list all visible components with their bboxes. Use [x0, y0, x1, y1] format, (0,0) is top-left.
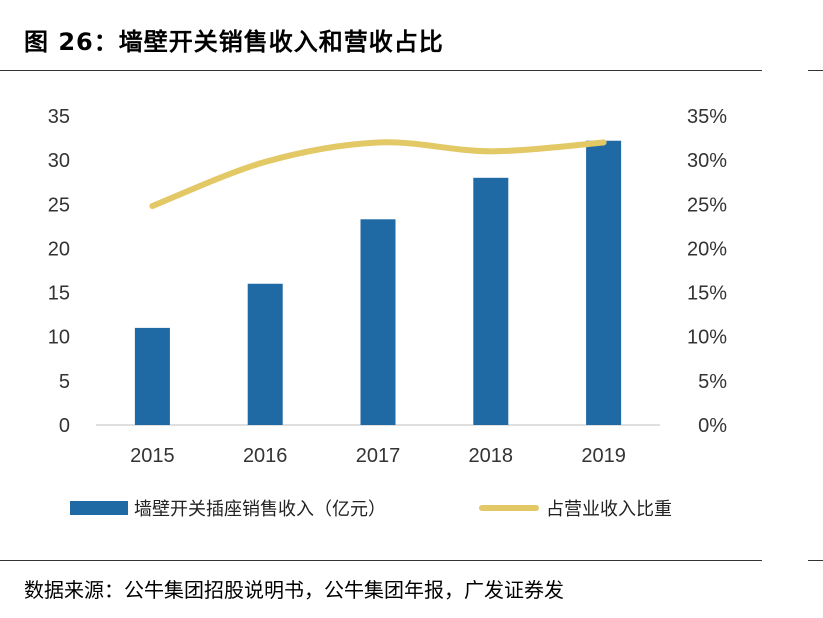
legend-bar-label: 墙壁开关插座销售收入（亿元）: [134, 499, 386, 520]
right-axis-tick-label: 5%: [698, 371, 727, 393]
bar: [134, 327, 170, 425]
left-axis-tick-label: 10: [48, 327, 70, 349]
left-axis: 0 5 10 15 20 25 30 35: [48, 106, 70, 437]
legend: 墙壁开关插座销售收入（亿元） 占营业收入比重: [70, 499, 672, 520]
bar: [473, 177, 509, 425]
left-axis-tick-label: 0: [59, 415, 70, 437]
line-series: [149, 139, 607, 210]
x-axis-tick-label: 2018: [469, 445, 514, 467]
x-axis-tick-label: 2015: [130, 445, 175, 467]
bar: [360, 219, 396, 425]
bottom-rule-stub: [808, 560, 823, 561]
top-rule-stub: [808, 70, 823, 71]
bar-series: [134, 140, 622, 425]
left-axis-tick-label: 25: [48, 194, 70, 216]
right-axis-tick-label: 20%: [687, 238, 727, 260]
top-rule: [0, 70, 762, 71]
right-axis-tick-label: 10%: [687, 327, 727, 349]
right-axis-tick-label: 25%: [687, 194, 727, 216]
left-axis-tick-label: 35: [48, 106, 70, 128]
left-axis-tick-label: 20: [48, 238, 70, 260]
right-axis-tick-label: 35%: [687, 106, 727, 128]
legend-bar-swatch: [70, 501, 128, 515]
right-axis-tick-label: 15%: [687, 283, 727, 305]
source-note: 数据来源：公牛集团招股说明书，公牛集团年报，广发证券发: [24, 578, 564, 602]
right-axis-tick-label: 30%: [687, 150, 727, 172]
legend-line-label: 占营业收入比重: [546, 499, 672, 520]
right-axis-tick-label: 0%: [698, 415, 727, 437]
bottom-rule: [0, 560, 762, 561]
left-axis-tick-label: 30: [48, 150, 70, 172]
x-axis-tick-label: 2016: [243, 445, 288, 467]
left-axis-tick-label: 15: [48, 283, 70, 305]
x-axis-tick-label: 2017: [356, 445, 401, 467]
x-axis-tick-label: 2019: [581, 445, 626, 467]
bar: [586, 140, 622, 425]
bar: [247, 283, 283, 425]
left-axis-tick-label: 5: [59, 371, 70, 393]
chart-title: 图 26：墙壁开关销售收入和营收占比: [24, 28, 444, 56]
right-axis: 0% 5% 10% 15% 20% 25% 30% 35%: [687, 106, 727, 437]
x-axis: 2015 2016 2017 2018 2019: [130, 445, 626, 467]
